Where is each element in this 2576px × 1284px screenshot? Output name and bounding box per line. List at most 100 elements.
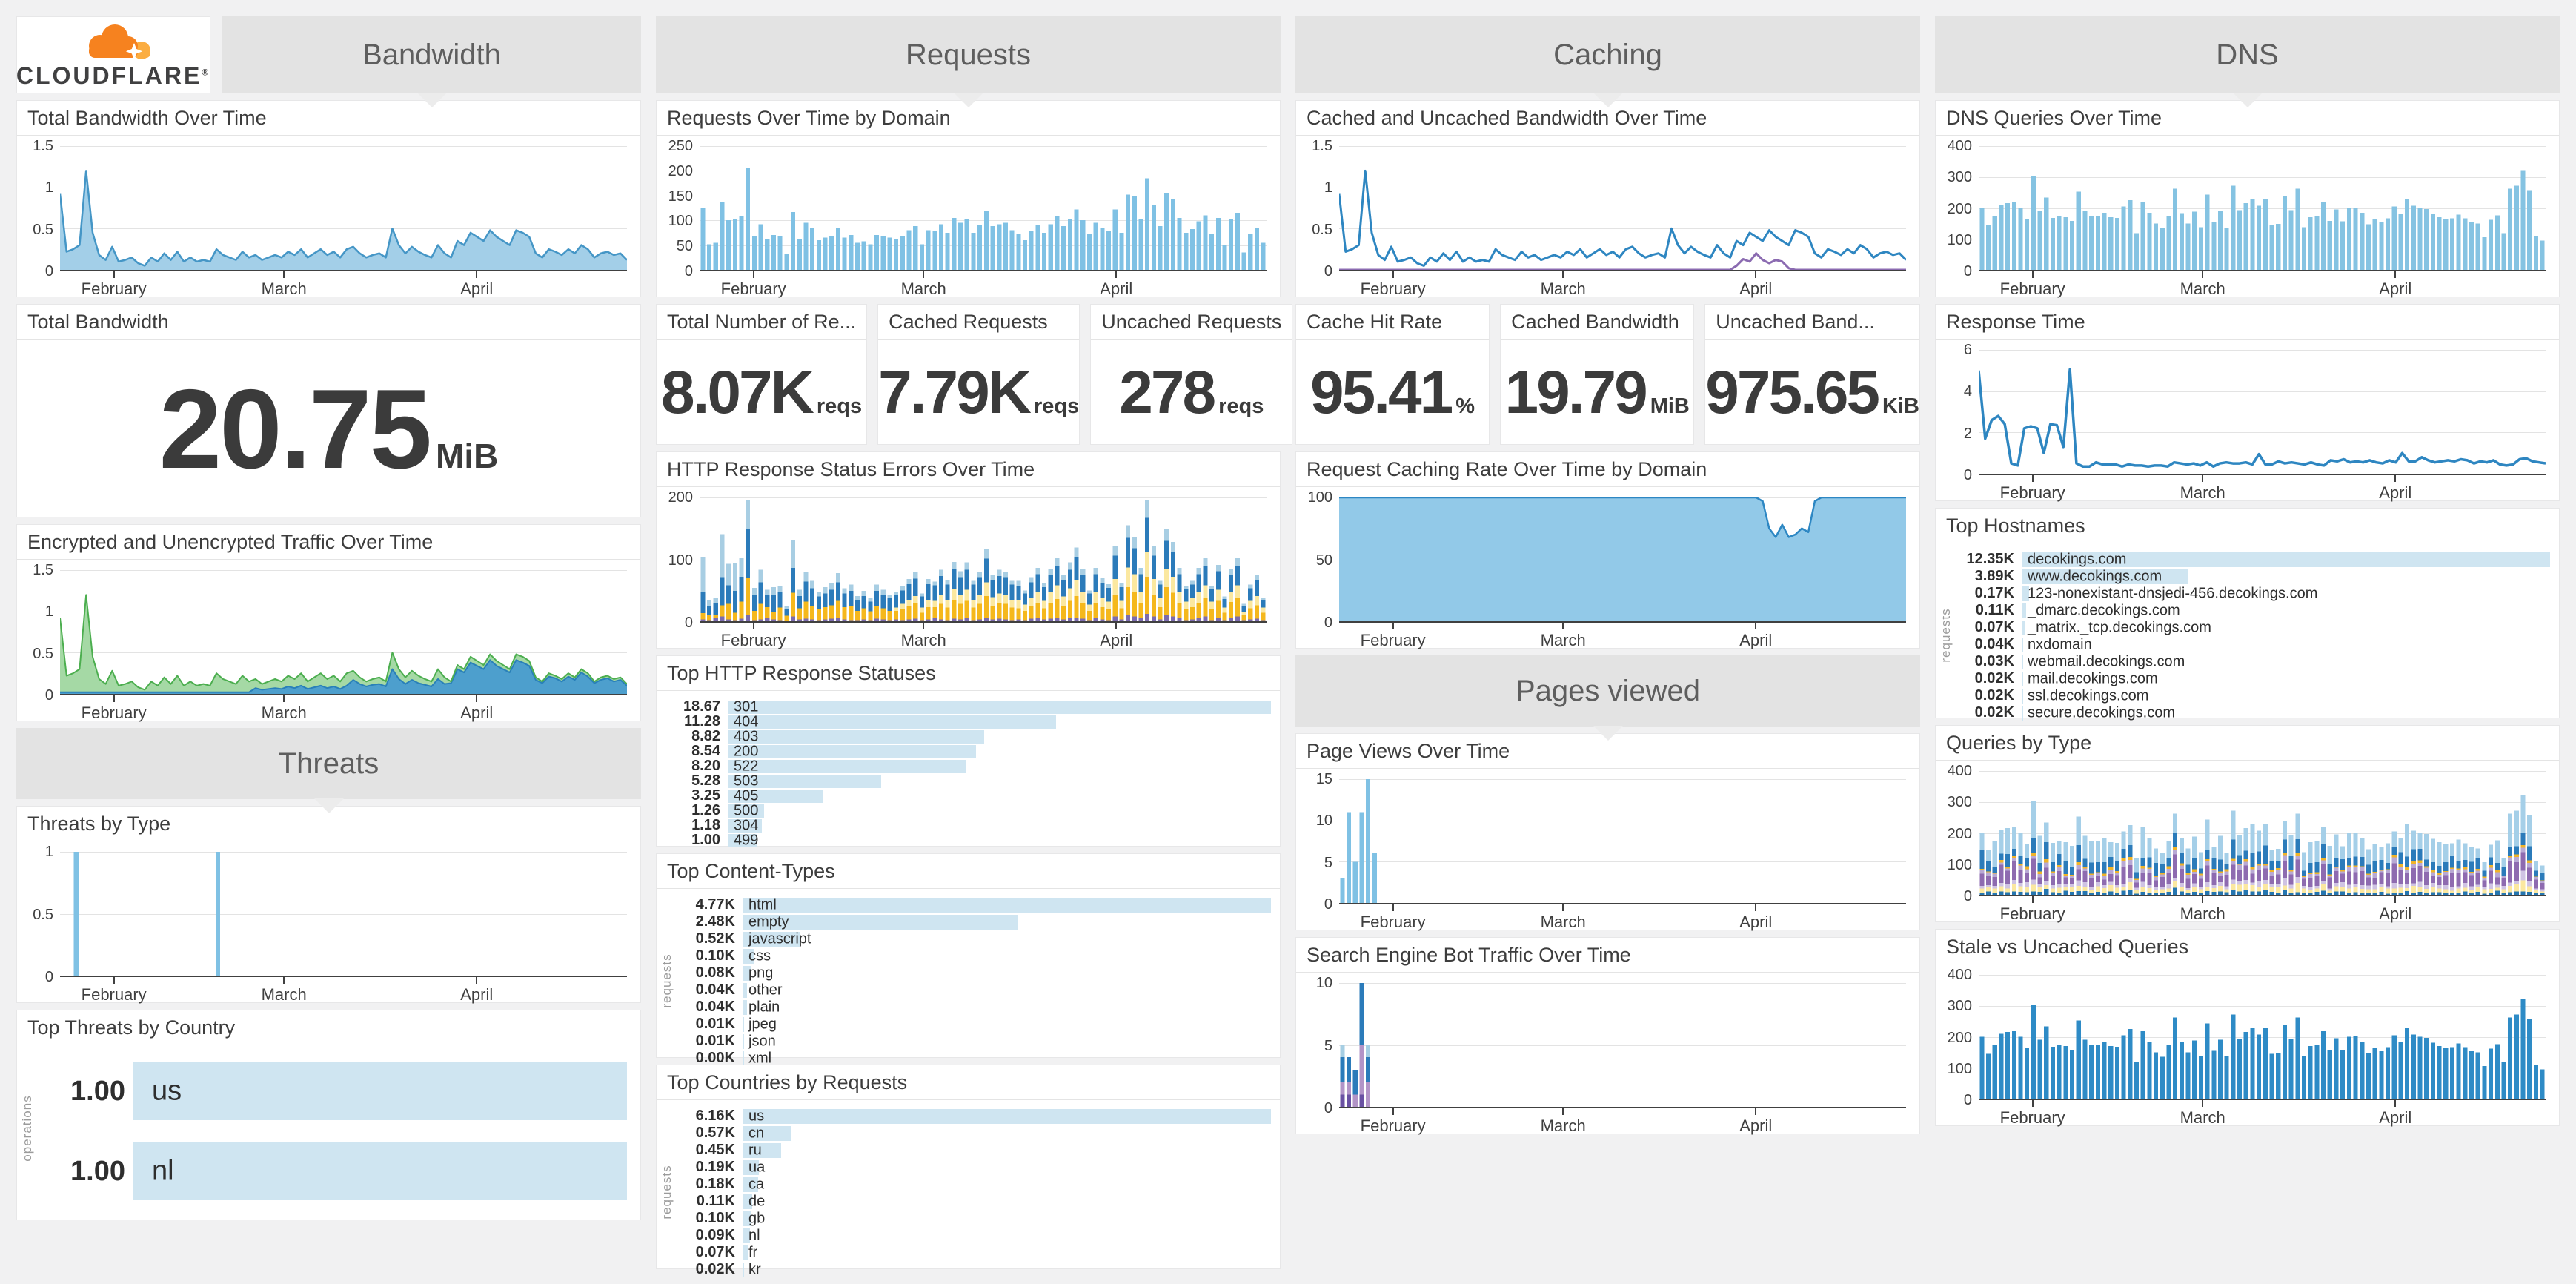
- list-item: 1.26 500: [668, 802, 1271, 818]
- item-bar[interactable]: [2022, 586, 2029, 601]
- chart-plot-area[interactable]: [700, 146, 1267, 271]
- list-item: 5.28 503: [668, 772, 1271, 789]
- item-bar[interactable]: [728, 774, 882, 788]
- item-bar[interactable]: [743, 1050, 745, 1066]
- item-bar[interactable]: [2022, 705, 2024, 721]
- item-bar[interactable]: [743, 1016, 745, 1032]
- chart-plot-area[interactable]: [60, 146, 627, 271]
- item-bar[interactable]: [2022, 569, 2188, 584]
- month-label: February: [81, 279, 147, 298]
- chart-plot-area[interactable]: [1339, 146, 1906, 271]
- x-axis: February March April: [700, 271, 1267, 298]
- item-bar[interactable]: [133, 1062, 627, 1120]
- chart-plot-area[interactable]: [60, 570, 627, 695]
- item-bar[interactable]: [743, 1142, 782, 1158]
- item-bar[interactable]: [743, 914, 1018, 930]
- item-bar[interactable]: [2022, 620, 2025, 635]
- item-bar[interactable]: [133, 1142, 627, 1200]
- item-label: fr: [748, 1244, 758, 1260]
- item-bar[interactable]: [743, 1194, 752, 1209]
- item-bar[interactable]: [743, 1211, 751, 1226]
- item-value: 0.10K: [695, 1210, 735, 1226]
- y-tick-label: 250: [668, 138, 693, 154]
- gridline: [60, 146, 627, 147]
- chart-plot-area[interactable]: [1979, 146, 2546, 271]
- list-item: 1.00 nl: [47, 1137, 627, 1205]
- y-tick-label: 150: [668, 188, 693, 205]
- item-bar[interactable]: [728, 759, 966, 773]
- item-bar[interactable]: [743, 965, 751, 981]
- month-label: March: [2180, 904, 2225, 923]
- item-bar[interactable]: [743, 1159, 759, 1175]
- item-bar[interactable]: [2022, 688, 2024, 704]
- item-label: 404: [734, 713, 759, 729]
- chart-plot-area[interactable]: [1979, 350, 2546, 475]
- list-body: 18.67 301 11.28 404 8.82 403 8.54 200 8.20 522 5.2…: [657, 691, 1280, 853]
- y-tick-label: 100: [668, 213, 693, 230]
- gridline: [1979, 432, 2546, 434]
- x-tick-mark: [1115, 271, 1118, 278]
- panel-title: Top Countries by Requests: [657, 1065, 1280, 1100]
- item-bar-track: javascript: [743, 930, 1271, 947]
- item-bar[interactable]: [728, 715, 1056, 729]
- x-tick-mark: [2394, 1100, 2397, 1107]
- item-bar-track: nxdomain: [2022, 636, 2550, 652]
- item-bar-track: 499: [728, 832, 1271, 848]
- item-bar[interactable]: [728, 818, 763, 833]
- item-bar[interactable]: [743, 1125, 791, 1141]
- item-bar[interactable]: [728, 804, 765, 818]
- y-tick-label: 1: [44, 603, 53, 621]
- total-bandwidth-over-time-chart: 0 0.5 1 1.5 February March April: [17, 136, 640, 298]
- item-label: kr: [748, 1261, 761, 1277]
- item-bar[interactable]: [743, 948, 754, 964]
- item-bar[interactable]: [728, 700, 1271, 714]
- item-bar-track: 301: [728, 698, 1271, 715]
- item-bar[interactable]: [743, 1177, 758, 1192]
- chart-plot-area[interactable]: [1339, 497, 1906, 623]
- item-bar-track: www.decokings.com: [2022, 568, 2550, 584]
- list-item: 0.07K _matrix._tcp.decokings.com: [1962, 619, 2550, 636]
- item-bar[interactable]: [743, 1262, 745, 1277]
- chart-plot-area[interactable]: [1339, 983, 1906, 1108]
- chart-plot-area[interactable]: [1979, 975, 2546, 1100]
- item-bar[interactable]: [743, 1245, 749, 1260]
- item-bar[interactable]: [728, 833, 757, 847]
- item-value: 11.28: [684, 713, 720, 729]
- item-bar[interactable]: [2022, 654, 2024, 669]
- item-bar[interactable]: [728, 789, 823, 803]
- item-bar[interactable]: [743, 931, 800, 947]
- item-bar[interactable]: [743, 982, 747, 998]
- item-bar[interactable]: [2022, 552, 2550, 567]
- chart-plot-area[interactable]: [1979, 771, 2546, 896]
- y-axis: 0 100 200 300 400: [1939, 967, 1979, 1108]
- item-bar-track: empty: [743, 913, 1271, 930]
- item-label: 405: [734, 787, 759, 804]
- y-axis: 0 100 200 300 400: [1939, 139, 1979, 279]
- item-bar[interactable]: [743, 999, 747, 1015]
- item-bar[interactable]: [743, 1108, 1271, 1124]
- gridline: [60, 652, 627, 654]
- list-item: 0.45K ru: [683, 1142, 1271, 1159]
- chart-plot-area[interactable]: [1339, 779, 1906, 904]
- item-bar-track: nl: [133, 1142, 627, 1200]
- item-bar[interactable]: [2022, 603, 2027, 618]
- item-label: 301: [734, 698, 759, 715]
- chart-plot-area[interactable]: [60, 852, 627, 977]
- list-item: 2.48K empty: [683, 913, 1271, 930]
- item-bar[interactable]: [2022, 637, 2024, 652]
- item-bar[interactable]: [728, 744, 977, 758]
- panel-caching-rate: Request Caching Rate Over Time by Domain…: [1295, 451, 1920, 649]
- section-title: Bandwidth: [362, 38, 501, 71]
- y-tick-label: 0: [1324, 1100, 1332, 1116]
- item-bar[interactable]: [743, 897, 1271, 913]
- item-bar[interactable]: [728, 729, 985, 744]
- item-label: css: [748, 947, 771, 964]
- item-bar[interactable]: [2022, 671, 2024, 686]
- y-tick-label: 200: [1947, 200, 1972, 217]
- month-label: February: [720, 279, 786, 298]
- item-label: nl: [748, 1227, 760, 1243]
- item-bar[interactable]: [743, 1228, 751, 1243]
- chart-plot-area[interactable]: [700, 497, 1267, 623]
- item-label: webmail.decokings.com: [2028, 653, 2185, 669]
- item-bar[interactable]: [743, 1033, 745, 1049]
